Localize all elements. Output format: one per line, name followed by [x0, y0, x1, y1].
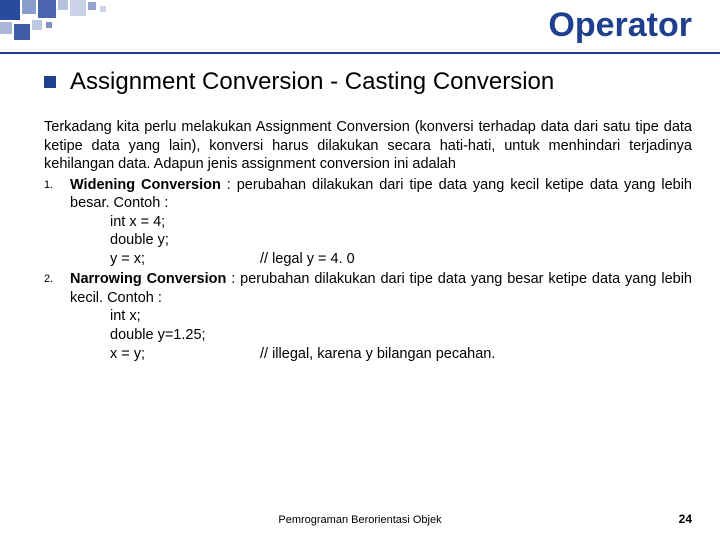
deco-square — [88, 2, 96, 10]
list-item: 1.Widening Conversion : perubahan dilaku… — [44, 176, 692, 269]
deco-square — [0, 22, 12, 34]
code-statement: y = x; — [110, 250, 260, 269]
code-line: x = y;// illegal, karena y bilangan peca… — [110, 345, 692, 364]
list-item-text: Narrowing Conversion : perubahan dilakuk… — [70, 270, 692, 307]
corner-decoration — [0, 0, 140, 42]
deco-square — [100, 6, 106, 12]
bullet-square-icon — [44, 76, 56, 88]
code-line: int x; — [110, 307, 692, 326]
code-block: int x;double y=1.25;x = y;// illegal, ka… — [110, 307, 692, 363]
deco-square — [58, 0, 68, 10]
code-line: y = x;// legal y = 4. 0 — [110, 250, 692, 269]
deco-square — [46, 22, 52, 28]
deco-square — [14, 24, 30, 40]
subtitle-row: Assignment Conversion - Casting Conversi… — [44, 68, 692, 96]
code-line: double y=1.25; — [110, 326, 692, 345]
list-item: 2.Narrowing Conversion : perubahan dilak… — [44, 270, 692, 363]
code-comment — [260, 213, 692, 232]
subtitle-text: Assignment Conversion - Casting Conversi… — [70, 68, 554, 96]
intro-paragraph: Terkadang kita perlu melakukan Assignmen… — [44, 118, 692, 174]
code-line: double y; — [110, 231, 692, 250]
title-rule — [0, 52, 720, 54]
code-comment — [260, 231, 692, 250]
page-number: 24 — [679, 512, 692, 526]
deco-square — [70, 0, 86, 16]
code-comment — [260, 307, 692, 326]
list-item-body: Widening Conversion : perubahan dilakuka… — [70, 176, 692, 269]
list-item-text: Widening Conversion : perubahan dilakuka… — [70, 176, 692, 213]
code-statement: double y; — [110, 231, 260, 250]
code-comment — [260, 326, 692, 345]
code-block: int x = 4;double y;y = x;// legal y = 4.… — [110, 213, 692, 269]
code-statement: int x = 4; — [110, 213, 260, 232]
deco-square — [38, 0, 56, 18]
code-comment: // illegal, karena y bilangan pecahan. — [260, 345, 692, 364]
code-statement: x = y; — [110, 345, 260, 364]
code-comment: // legal y = 4. 0 — [260, 250, 692, 269]
body-content: Terkadang kita perlu melakukan Assignmen… — [44, 118, 692, 363]
list-item-body: Narrowing Conversion : perubahan dilakuk… — [70, 270, 692, 363]
footer-text: Pemrograman Berorientasi Objek — [0, 514, 720, 526]
list-number: 2. — [44, 270, 70, 363]
code-line: int x = 4; — [110, 213, 692, 232]
deco-square — [32, 20, 42, 30]
page-title: Operator — [548, 6, 692, 45]
deco-square — [22, 0, 36, 14]
deco-square — [0, 0, 20, 20]
list-number: 1. — [44, 176, 70, 269]
code-statement: double y=1.25; — [110, 326, 260, 345]
code-statement: int x; — [110, 307, 260, 326]
